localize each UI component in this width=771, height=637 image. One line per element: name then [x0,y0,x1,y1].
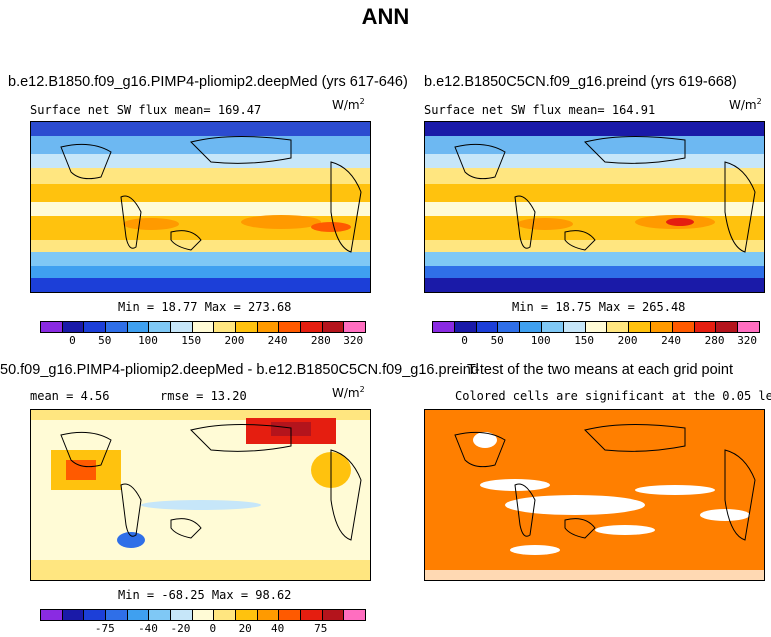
panel-2-colorbar-tick-label: 240 [661,334,681,347]
panel-1-colorbar-tick-label: 150 [181,334,202,347]
panel-2-colorbar-swatch-9 [629,322,651,332]
panel-2-colorbar-swatch-0 [433,322,455,332]
panel-2-subtitle: Surface net SW flux mean= 164.91 [424,103,656,117]
panel-2-colorbar-swatch-4 [520,322,542,332]
panel-3-colorbar-swatch-13 [322,610,345,620]
panel-2-colorbar-swatch-13 [716,322,739,332]
panel-2-heatmap [425,122,764,292]
panel-3-map [30,409,371,581]
panel-2-colorbar-ticks: 0 50 100 150 200 240 280 320 [432,334,758,348]
panel-2-colorbar-swatch-8 [607,322,630,332]
panel-4-map [424,409,765,581]
panel-2-colorbar-tick-label: 150 [574,334,595,347]
panel-4-subtitle: Colored cells are significant at the 0.0… [455,389,771,403]
panel-3-colorbar-swatch-2 [84,610,107,620]
panel-1-colorbar-swatch-1 [62,322,85,332]
panel-1-colorbar-swatch-9 [236,322,258,332]
panel-3-colorbar-tick-label: -20 [170,622,191,635]
panel-1-colorbar-swatch-3 [106,322,128,332]
panel-3-colorbar-swatch-5 [149,610,172,620]
panel-1-map [30,121,371,293]
panel-1-colorbar-swatch-0 [41,322,63,332]
panel-3-colorbar-swatch-6 [171,610,193,620]
panel-2-colorbar-swatch-14 [738,322,759,332]
panel-2-title: b.e12.B1850C5CN.f09_g16.preind (yrs 619-… [424,74,737,90]
panel-2-colorbar-swatch-7 [585,322,608,332]
panel-1-colorbar-tick-label: 240 [267,334,288,347]
panel-1-colorbar-tick-label: 280 [310,334,331,347]
panel-3-mean: mean = 4.56 [30,389,110,403]
panel-2-colorbar-tick-label: 0 [461,334,468,347]
panel-3-colorbar-swatch-10 [257,610,280,620]
panel-1-colorbar-ticks: 0 50 100 150 200 240 280 320 [40,334,364,348]
panel-3-heatmap [31,410,370,580]
panel-1-title: b.e12.B1850.f09_g16.PIMP4-pliomip2.deepM… [8,74,408,90]
panel-3-colorbar-tick-label: 0 [209,622,217,635]
panel-4-significance-map [425,410,764,580]
panel-3-colorbar-swatch-4 [127,610,150,620]
panel-3-rmse: rmse = 13.20 [160,389,247,403]
panel-3-colorbar-swatch-8 [214,610,237,620]
panel-1-colorbar-swatch-2 [84,322,107,332]
panel-2-colorbar-swatch-6 [563,322,586,332]
panel-3-colorbar-tick-label: 20 [238,622,252,635]
panel-3-units: W/m2 [332,385,365,400]
panel-2-colorbar-swatch-1 [454,322,477,332]
panel-2-colorbar-tick-label: 100 [530,334,551,347]
panel-3-colorbar-swatch-9 [236,610,258,620]
panel-3-colorbar-tick-label: 40 [270,622,285,635]
panel-2-colorbar-swatch-2 [476,322,499,332]
panel-2-colorbar-swatch-5 [541,322,564,332]
panel-1-colorbar-swatch-5 [149,322,172,332]
panel-2-minmax: Min = 18.75 Max = 265.48 [512,300,686,314]
panel-2-colorbar-swatch-12 [694,322,717,332]
panel-3-colorbar [40,609,366,621]
panel-1-colorbar-swatch-8 [214,322,237,332]
panel-4-title: T-test of the two means at each grid poi… [467,362,733,378]
panel-2-colorbar-tick-label: 50 [490,334,504,347]
panel-1-colorbar-swatch-4 [127,322,150,332]
panel-2-colorbar-swatch-10 [650,322,673,332]
panel-1-colorbar-tick-label: 0 [69,334,76,347]
panel-2-colorbar-tick-label: 280 [704,334,725,347]
panel-3-colorbar-swatch-7 [192,610,215,620]
panel-1-colorbar-swatch-11 [279,322,302,332]
panel-3-title: 50.f09_g16.PIMP4-pliomip2.deepMed - b.e1… [0,362,479,378]
panel-3-colorbar-swatch-1 [62,610,85,620]
panel-2-colorbar [432,321,760,333]
panel-3-colorbar-ticks: -75 -40 -20 0 20 40 75 [40,622,364,636]
panel-3-minmax: Min = -68.25 Max = 98.62 [118,588,292,602]
panel-1-colorbar-swatch-10 [257,322,280,332]
panel-1-colorbar-swatch-6 [171,322,193,332]
panel-1-colorbar-swatch-7 [192,322,215,332]
panel-3-colorbar-swatch-3 [106,610,128,620]
panel-1-colorbar-swatch-14 [344,322,366,332]
panel-2-colorbar-tick-label: 200 [617,334,638,347]
panel-2-map [424,121,765,293]
panel-1-colorbar-tick-label: 320 [343,334,364,347]
panel-3-colorbar-tick-label: -40 [138,622,158,635]
panel-3-colorbar-tick-label: 75 [314,622,328,635]
panel-1-units: W/m2 [332,97,365,112]
panel-1-subtitle: Surface net SW flux mean= 169.47 [30,103,262,117]
panel-3-colorbar-swatch-11 [279,610,302,620]
panel-3-colorbar-swatch-0 [41,610,63,620]
panel-1-colorbar [40,321,366,333]
panel-3-colorbar-tick-label: -75 [94,622,115,635]
panel-2-colorbar-tick-label: 320 [737,334,758,347]
panel-1-heatmap [31,122,370,292]
panel-2-colorbar-swatch-3 [498,322,521,332]
panel-3-colorbar-swatch-12 [301,610,323,620]
panel-2-units: W/m2 [729,97,762,112]
panel-1-colorbar-swatch-13 [322,322,345,332]
panel-3-colorbar-swatch-14 [344,610,366,620]
panel-1-colorbar-tick-label: 100 [138,334,158,347]
panel-1-minmax: Min = 18.77 Max = 273.68 [118,300,292,314]
panel-1-colorbar-tick-label: 200 [224,334,245,347]
panel-2-colorbar-swatch-11 [672,322,695,332]
panel-1-colorbar-tick-label: 50 [98,334,112,347]
main-title: ANN [361,4,410,29]
panel-1-colorbar-swatch-12 [301,322,323,332]
